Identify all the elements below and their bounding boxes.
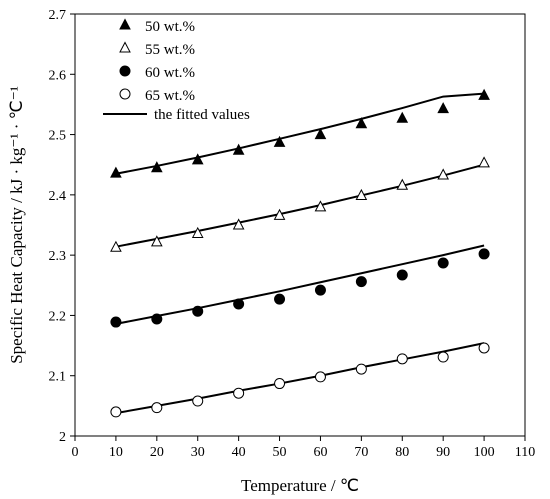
fitted-line-series-4 — [115, 342, 485, 415]
data-point-series-4 — [110, 406, 122, 418]
y-tick-label: 2.5 — [49, 129, 67, 144]
x-tick-label: 90 — [436, 445, 450, 460]
x-tick-label: 50 — [273, 445, 287, 460]
data-point-series-3 — [314, 284, 326, 296]
fitted-line-series-1 — [115, 92, 485, 175]
data-point-series-2 — [314, 200, 327, 212]
legend-marker-series-3 — [119, 65, 131, 77]
data-point-series-2 — [437, 168, 450, 180]
data-point-series-4 — [274, 378, 286, 390]
data-point-series-1 — [150, 161, 163, 173]
data-point-series-2 — [191, 226, 204, 238]
y-tick-label: 2.4 — [49, 189, 67, 204]
x-tick-label: 100 — [474, 445, 495, 460]
data-points — [110, 88, 490, 418]
data-point-series-3 — [274, 293, 286, 305]
data-point-series-1 — [191, 153, 204, 165]
legend-label-series-1: 50 wt.% — [145, 19, 195, 35]
y-axis-title: Specific Heat Capacity / kJ · kg⁻¹ · ℃⁻¹ — [7, 86, 26, 364]
data-point-series-3 — [233, 298, 245, 310]
x-tick-label: 30 — [191, 445, 205, 460]
y-axis-ticks: 2 2.1 2.2 2.3 2.4 2.5 2.6 2.7 — [49, 8, 75, 445]
legend-marker-series-2 — [119, 41, 131, 53]
data-point-series-3 — [355, 276, 367, 288]
y-tick-label: 2 — [59, 430, 66, 445]
x-tick-label: 110 — [515, 445, 535, 460]
legend-label-fitted: the fitted values — [154, 107, 250, 123]
x-tick-label: 40 — [232, 445, 246, 460]
plot-frame — [74, 13, 526, 437]
fitted-line-series-2 — [115, 163, 485, 248]
data-point-series-2 — [355, 188, 368, 200]
data-point-series-2 — [396, 178, 409, 190]
legend-label-series-2: 55 wt.% — [145, 42, 195, 58]
x-tick-label: 60 — [313, 445, 327, 460]
x-tick-label: 80 — [395, 445, 409, 460]
data-point-series-1 — [110, 166, 122, 178]
data-point-series-4 — [233, 387, 245, 399]
legend: 50 wt.% 55 wt.% 60 wt.% 65 wt.% the fitted v… — [103, 18, 250, 123]
y-tick-label: 2.3 — [49, 249, 67, 264]
y-tick-label: 2.1 — [49, 370, 67, 385]
data-point-series-1 — [478, 88, 490, 100]
legend-marker-series-1 — [119, 18, 131, 30]
legend-label-series-3: 60 wt.% — [145, 65, 195, 81]
fitted-line-series-3 — [115, 244, 485, 325]
data-point-series-2 — [150, 235, 163, 247]
data-point-series-4 — [314, 371, 326, 383]
data-point-series-4 — [478, 342, 490, 354]
data-point-series-1 — [314, 127, 327, 140]
y-tick-label: 2.6 — [49, 68, 67, 83]
legend-marker-series-4 — [119, 88, 131, 100]
data-point-series-1 — [437, 102, 450, 114]
x-axis-ticks: 0 10 20 30 40 50 60 70 80 90 100 110 — [72, 436, 535, 460]
data-point-series-4 — [437, 351, 449, 363]
data-point-series-4 — [151, 402, 163, 414]
x-tick-label: 0 — [72, 445, 79, 460]
legend-label-series-4: 65 wt.% — [145, 88, 195, 104]
data-point-series-2 — [478, 156, 490, 168]
data-point-series-3 — [151, 313, 163, 325]
x-tick-label: 10 — [109, 445, 123, 460]
data-point-series-1 — [273, 135, 286, 147]
data-point-series-3 — [396, 269, 408, 281]
x-axis-title: Temperature / ℃ — [241, 476, 359, 495]
data-point-series-4 — [192, 395, 204, 407]
data-point-series-4 — [355, 363, 367, 375]
y-tick-label: 2.7 — [49, 8, 67, 23]
data-point-series-1 — [396, 111, 409, 123]
data-point-series-2 — [232, 218, 245, 230]
data-point-series-3 — [110, 316, 122, 328]
x-tick-label: 70 — [354, 445, 368, 460]
data-point-series-2 — [110, 240, 122, 252]
data-point-series-3 — [192, 305, 204, 317]
data-point-series-3 — [437, 257, 449, 269]
data-point-series-1 — [355, 117, 368, 129]
fitted-lines — [115, 92, 485, 415]
data-point-series-3 — [478, 248, 490, 260]
data-point-series-1 — [232, 143, 245, 155]
data-point-series-4 — [396, 353, 408, 365]
y-tick-label: 2.2 — [49, 309, 67, 324]
x-tick-label: 20 — [150, 445, 164, 460]
data-point-series-2 — [273, 208, 286, 220]
